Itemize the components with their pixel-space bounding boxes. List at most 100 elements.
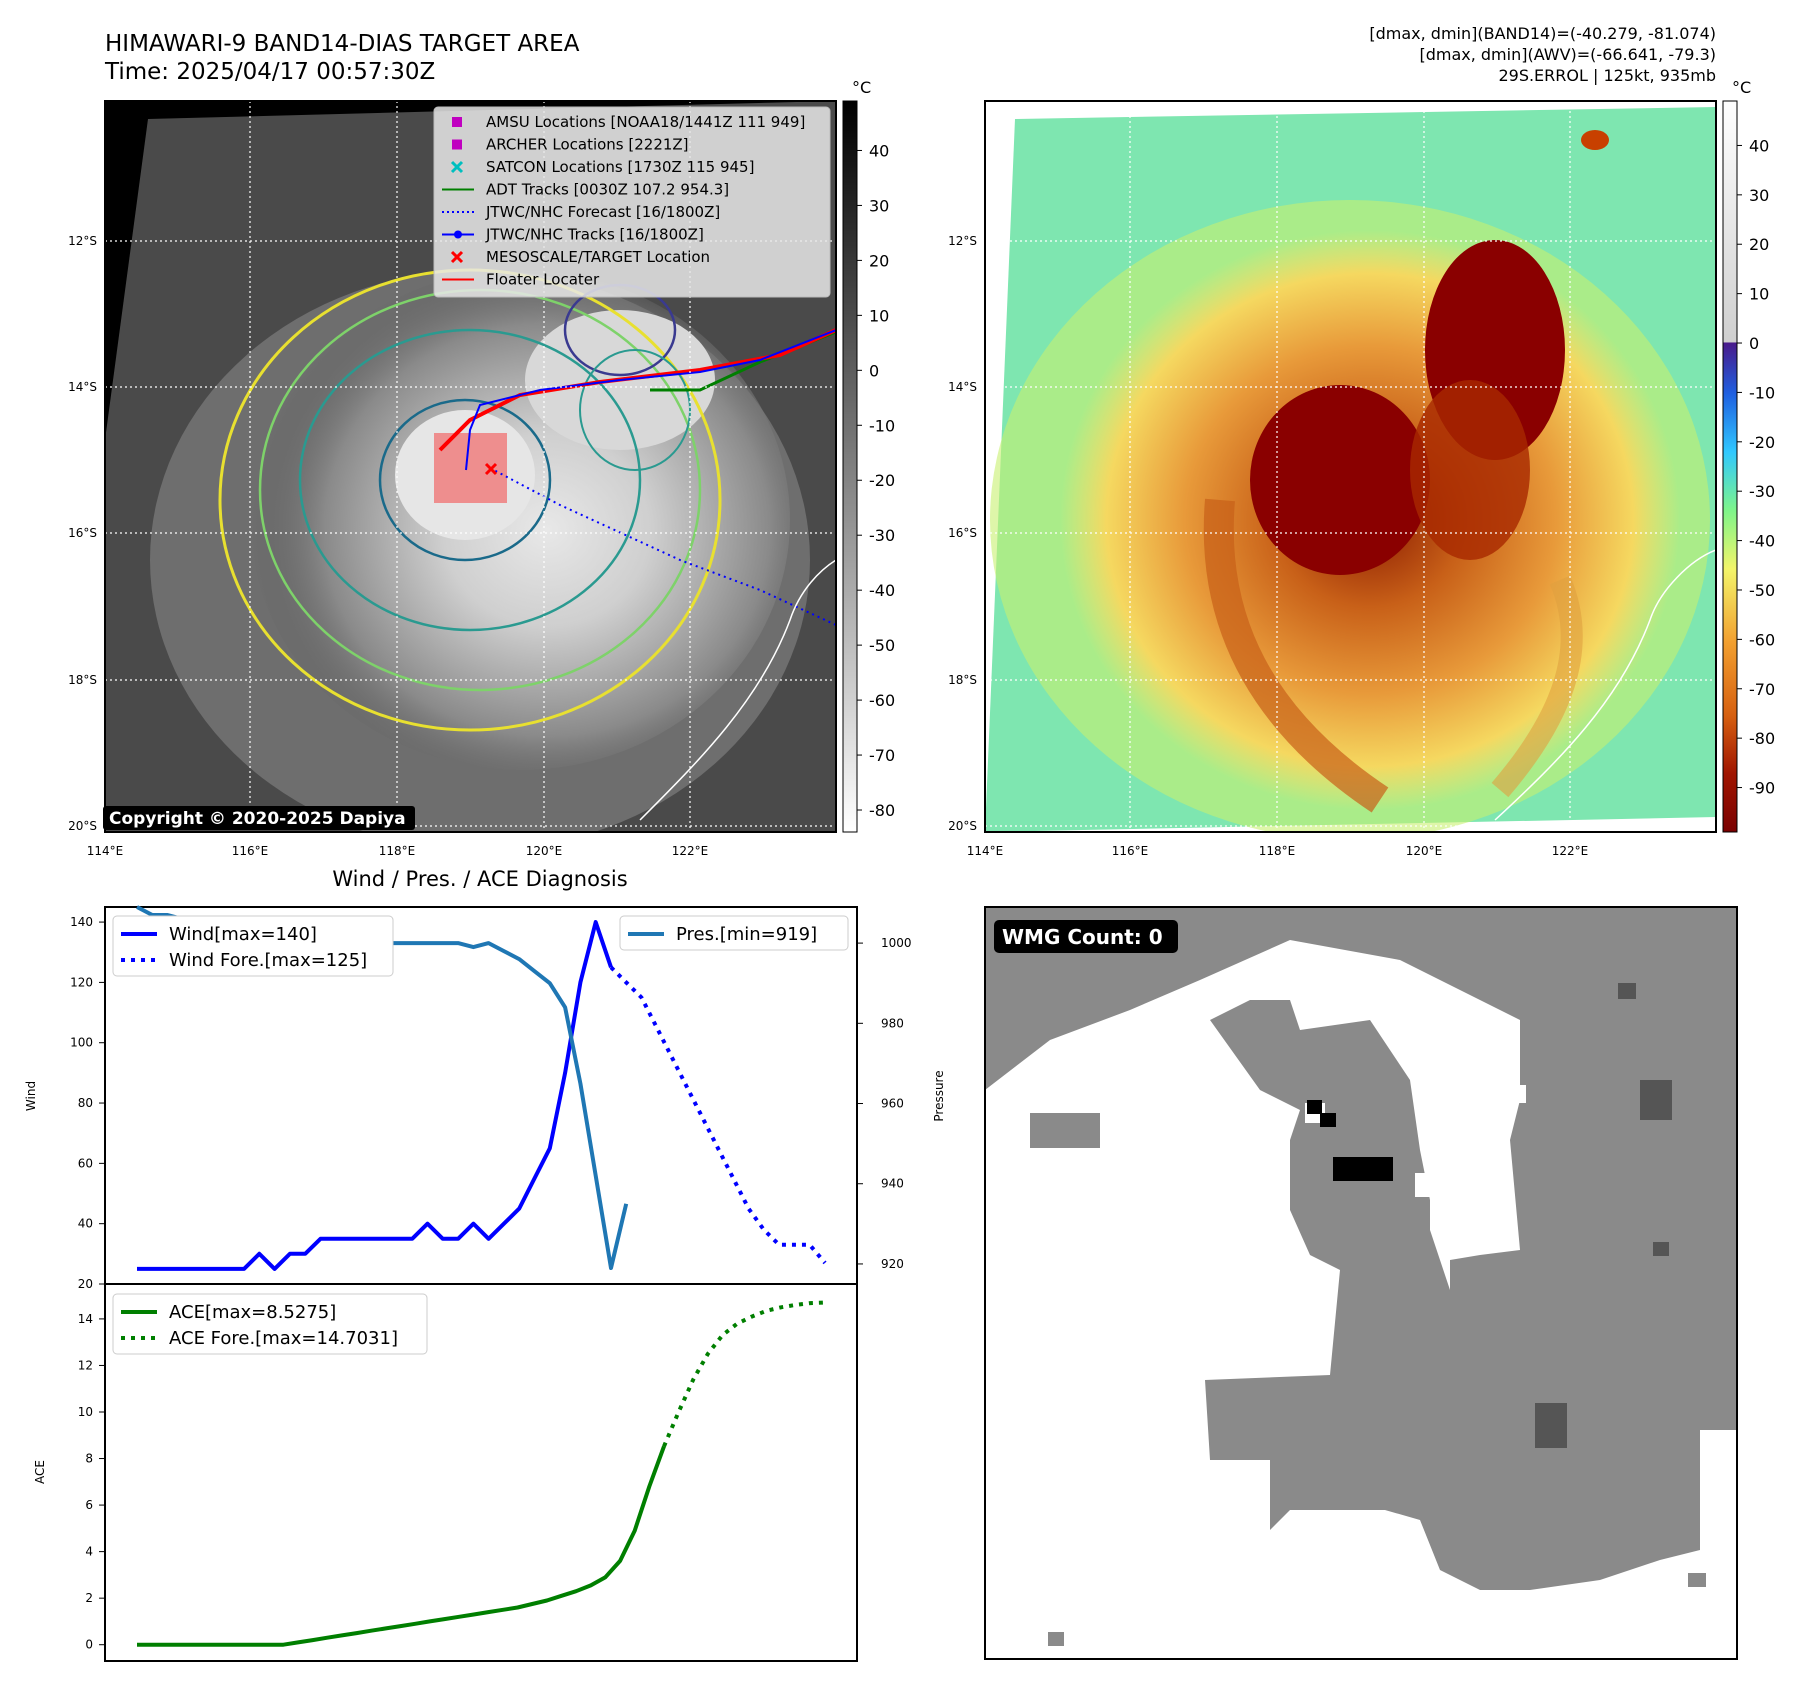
colorbar-tick: -70: [869, 746, 895, 765]
pressure-axis-label: Pressure: [932, 1070, 946, 1121]
y2-tick-label: 1000: [881, 936, 912, 950]
colorbar-tick: 0: [1749, 334, 1759, 353]
lon-label: 122°E: [1552, 844, 1589, 858]
colorbar-tick: -90: [1749, 779, 1775, 798]
chart-legend: Wind[max=140] Wind Fore.[max=125]: [112, 915, 394, 977]
legend-label: ACE[max=8.5275]: [169, 1302, 336, 1323]
legend-entry: ARCHER Locations [2221Z]: [452, 136, 689, 154]
colorbar-tick: -20: [1749, 433, 1775, 452]
y-tick-label: 40: [78, 1217, 93, 1231]
legend-label: Wind[max=140]: [169, 924, 317, 945]
wmg-panel: WMG Count: 0: [984, 906, 1738, 1660]
chart-legend: Pres.[min=919]: [619, 915, 849, 951]
legend-label: Wind Fore.[max=125]: [169, 950, 367, 971]
lat-label: 14°S: [68, 380, 97, 394]
y-tick-label: 14: [78, 1312, 93, 1326]
legend-label: Pres.[min=919]: [676, 924, 817, 945]
color-colorbar: [1722, 100, 1738, 833]
colorbar-tick: 40: [869, 141, 889, 160]
colorbar-tick: 30: [869, 196, 889, 215]
lon-label: 116°E: [1112, 844, 1149, 858]
legend-entry: MESOSCALE/TARGET Location: [450, 248, 710, 266]
lon-label: 116°E: [232, 844, 269, 858]
legend-label: AMSU Locations [NOAA18/1441Z 111 949]: [486, 113, 805, 131]
legend-label: ARCHER Locations [2221Z]: [486, 136, 689, 154]
legend-label: ACE Fore.[max=14.7031]: [169, 1328, 398, 1349]
lat-label: 20°S: [948, 819, 977, 833]
legend-label: MESOSCALE/TARGET Location: [486, 248, 710, 266]
colorbar-tick: -30: [869, 526, 895, 545]
colorbar-tick: -30: [1749, 482, 1775, 501]
lat-label: 14°S: [948, 380, 977, 394]
lat-label: 18°S: [68, 673, 97, 687]
y-tick-label: 6: [85, 1498, 93, 1512]
colorbar-tick: 0: [869, 361, 879, 380]
y-tick-label: 10: [78, 1405, 93, 1419]
colorbar-tick: 30: [1749, 186, 1769, 205]
lon-label: 122°E: [672, 844, 709, 858]
color-map-panel: °C 40 30 20 10 0 -10 -20 -30 -40 -50 -60 -70 -80 -90: [984, 78, 1775, 833]
wmg-count-label: WMG Count: 0: [1002, 925, 1163, 949]
y-tick-label: 12: [78, 1358, 93, 1372]
wind-axis-label: Wind: [24, 1081, 38, 1111]
lon-label: 118°E: [1259, 844, 1296, 858]
y-tick-label: 80: [78, 1096, 93, 1110]
lat-label: 12°S: [68, 234, 97, 248]
y2-tick-label: 940: [881, 1177, 904, 1191]
wind-pressure-chart: Wind Pressure 20 40 60 80 100 120 140 920 940 960…: [24, 905, 946, 1291]
chart-title: HIMAWARI-9 BAND14-DIAS TARGET AREA: [105, 31, 580, 57]
series-line: [662, 1300, 826, 1448]
colorbar-tick: -40: [869, 581, 895, 600]
y-tick-label: 4: [85, 1545, 93, 1559]
legend-entry: Floater Locater: [442, 271, 600, 289]
stats-band14: [dmax, dmin](BAND14)=(-40.279, -81.074): [1369, 24, 1716, 43]
colorbar-tick: -20: [869, 471, 895, 490]
legend-entry: JTWC/NHC Forecast [16/1800Z]: [442, 203, 720, 221]
ace-axis-label: ACE: [33, 1460, 47, 1484]
legend-label: Floater Locater: [486, 271, 600, 289]
y-tick-label: 140: [70, 915, 93, 929]
y-tick-label: 120: [70, 975, 93, 989]
lat-label: 16°S: [68, 526, 97, 540]
ir-colorbar: [842, 100, 858, 833]
colorbar-tick: -80: [869, 801, 895, 820]
colorbar-tick: -60: [869, 691, 895, 710]
copyright-label: Copyright © 2020-2025 Dapiya: [109, 809, 406, 829]
colorbar-tick: 40: [1749, 136, 1769, 155]
diagnosis-title: Wind / Pres. / ACE Diagnosis: [332, 867, 627, 891]
series-line: [609, 965, 827, 1265]
ace-chart: ACE 0 2 4 6 8 10 12 14 ACE[max=8.5275] ACE Fore.[…: [33, 1283, 858, 1662]
colorbar-tick: -50: [869, 636, 895, 655]
legend-label: JTWC/NHC Forecast [16/1800Z]: [485, 203, 720, 221]
y-tick-label: 60: [78, 1156, 93, 1170]
lon-label: 118°E: [379, 844, 416, 858]
lon-label: 120°E: [526, 844, 563, 858]
legend-entry: ADT Tracks [0030Z 107.2 954.3]: [442, 181, 729, 199]
color-colorbar-unit: °C: [1732, 78, 1751, 97]
legend-label: SATCON Locations [1730Z 115 945]: [486, 158, 754, 176]
y-tick-label: 20: [78, 1277, 93, 1291]
y-tick-label: 100: [70, 1036, 93, 1050]
colorbar-tick: -80: [1749, 729, 1775, 748]
colorbar-tick: -10: [869, 416, 895, 435]
lon-label: 114°E: [87, 844, 124, 858]
colorbar-tick: 20: [1749, 235, 1769, 254]
stats-awv: [dmax, dmin](AWV)=(-66.641, -79.3): [1419, 45, 1716, 64]
colorbar-tick: 10: [1749, 285, 1769, 304]
colorbar-tick: 10: [869, 306, 889, 325]
storm-info: 29S.ERROL | 125kt, 935mb: [1498, 66, 1716, 85]
ir-map-panel: AMSU Locations [NOAA18/1441Z 111 949] ARC…: [103, 78, 895, 833]
legend-entry: SATCON Locations [1730Z 115 945]: [450, 158, 754, 176]
legend-label: JTWC/NHC Tracks [16/1800Z]: [485, 226, 704, 244]
lon-label: 114°E: [967, 844, 1004, 858]
colorbar-tick: -10: [1749, 383, 1775, 402]
y2-tick-label: 980: [881, 1016, 904, 1030]
y-tick-label: 0: [85, 1638, 93, 1652]
colorbar-tick: -70: [1749, 680, 1775, 699]
lat-label: 20°S: [68, 819, 97, 833]
y2-tick-label: 960: [881, 1097, 904, 1111]
chart-time: Time: 2025/04/17 00:57:30Z: [104, 59, 435, 85]
lat-label: 18°S: [948, 673, 977, 687]
colorbar-tick: -40: [1749, 532, 1775, 551]
